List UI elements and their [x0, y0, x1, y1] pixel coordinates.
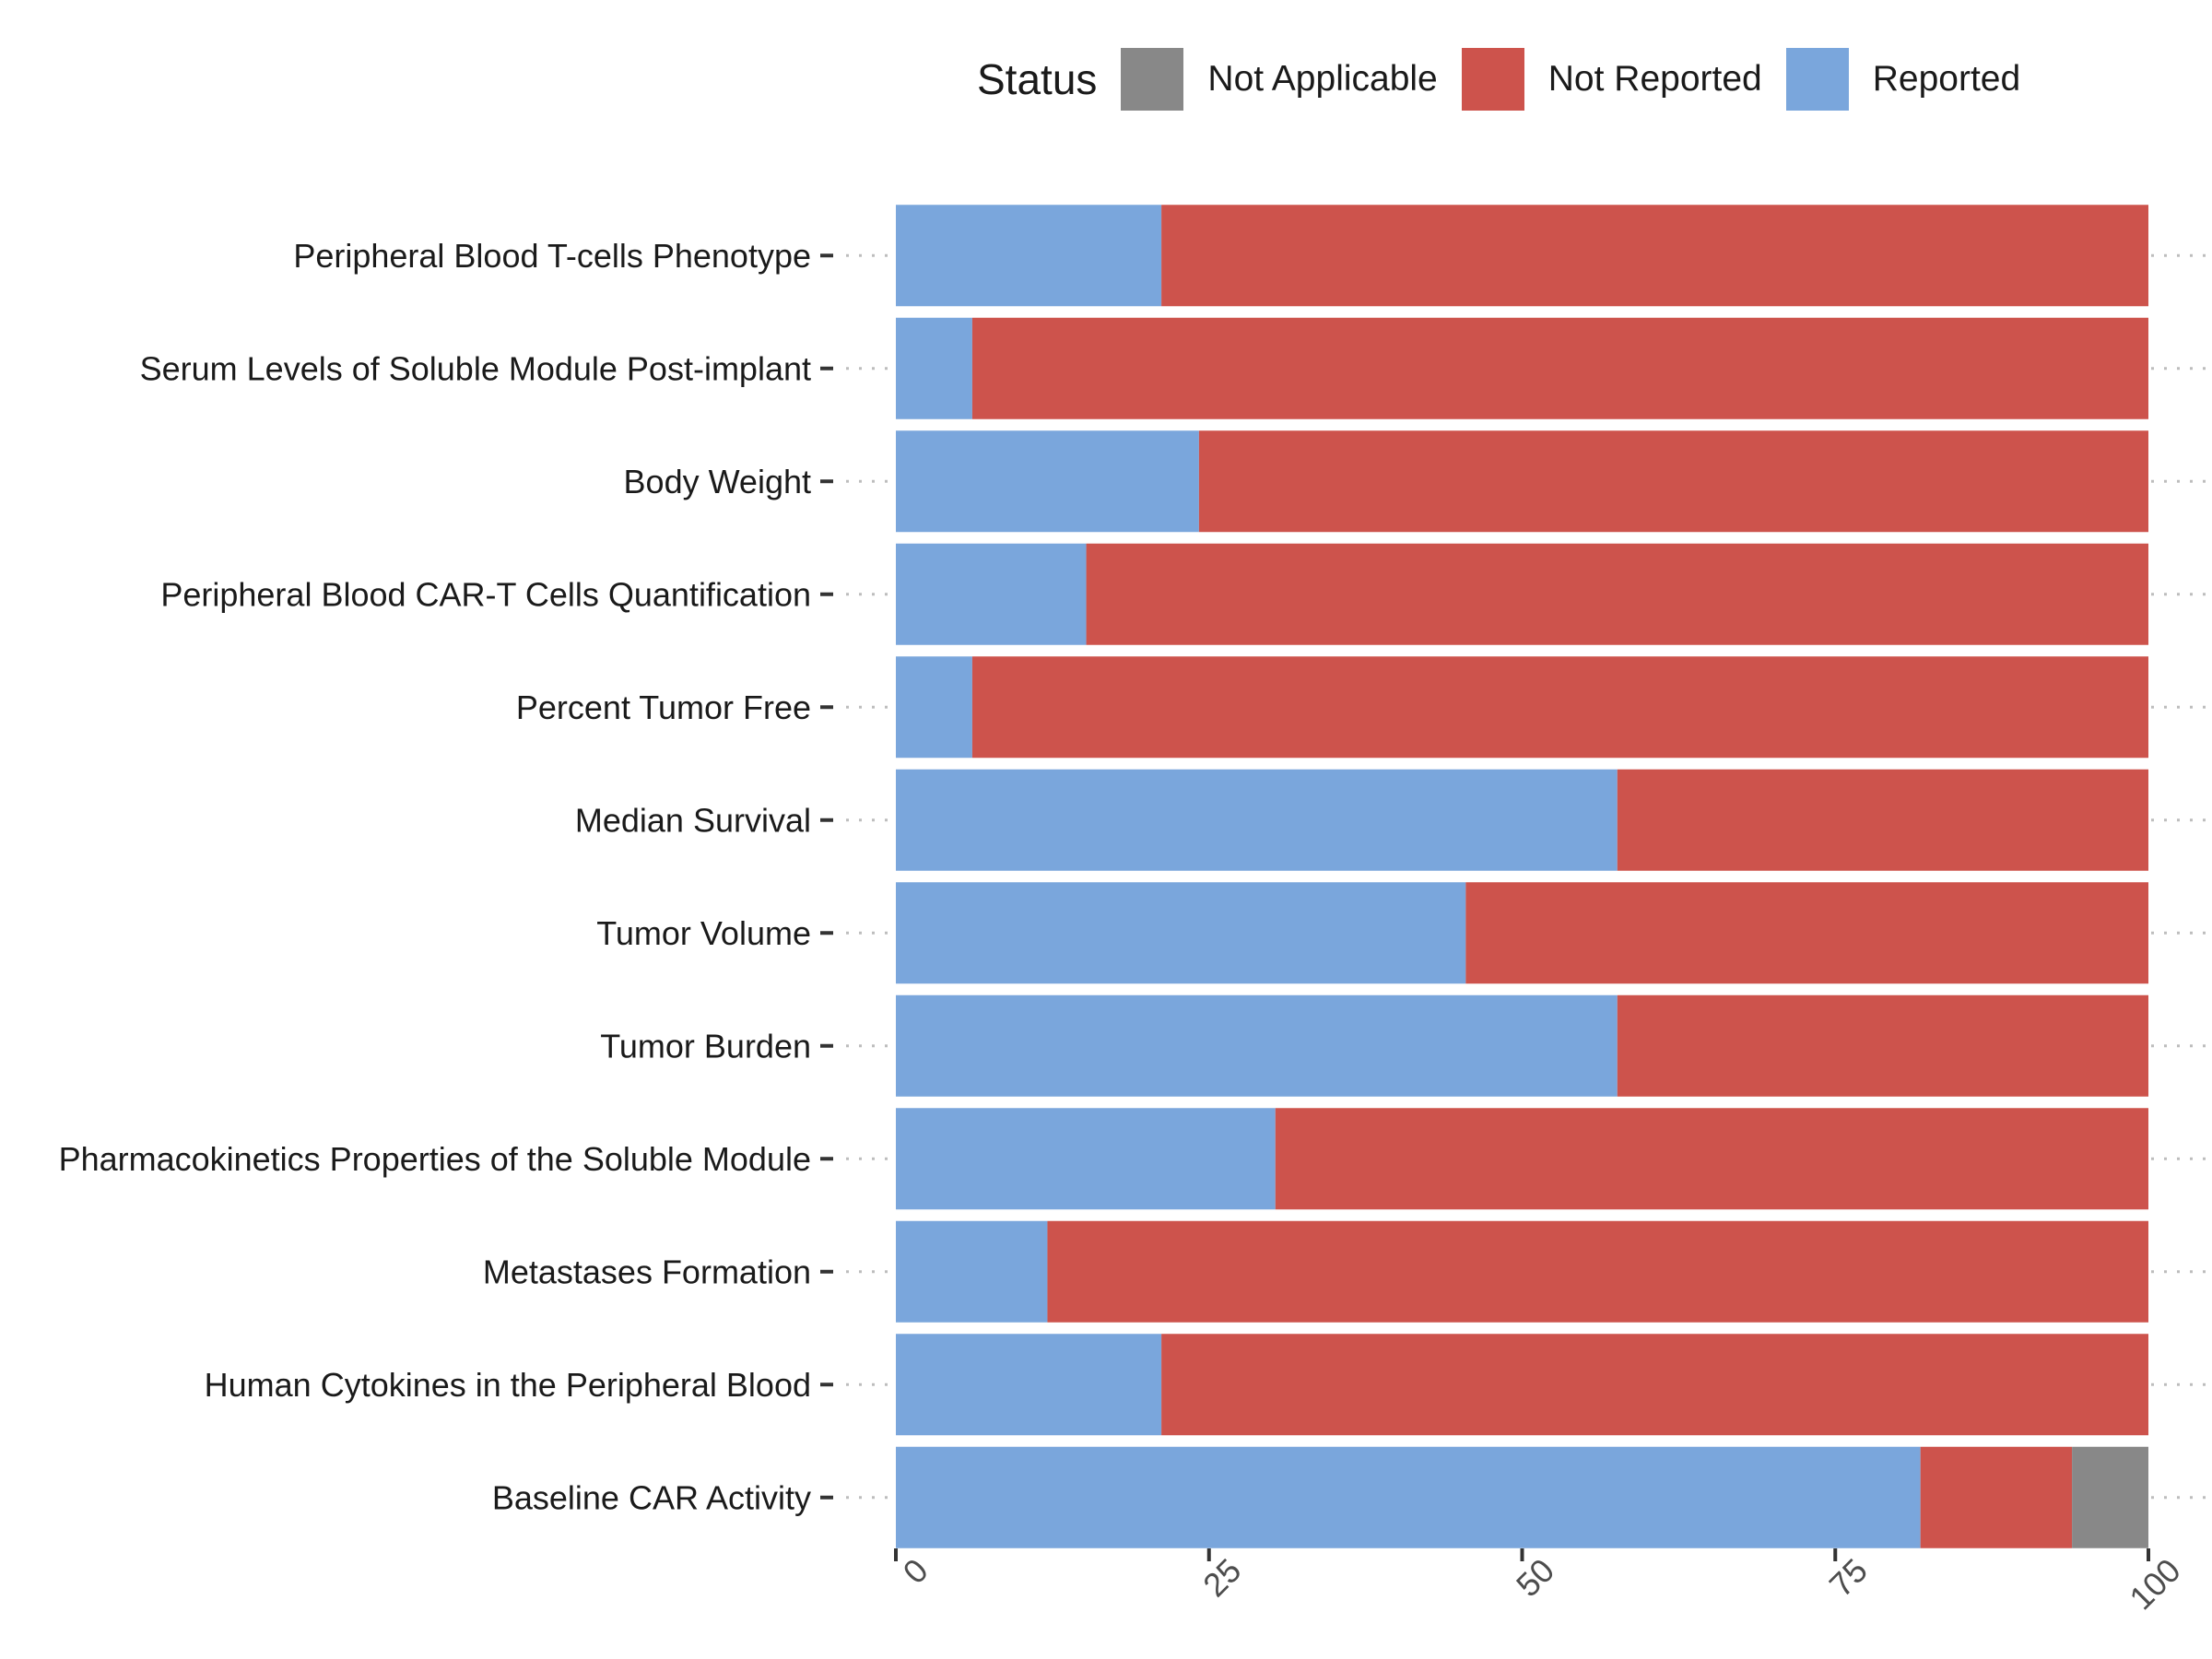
bar-not-reported-body-weight	[1198, 430, 2148, 533]
bar-series	[896, 205, 2148, 1548]
x-tick-label-50: 50	[1509, 1551, 1561, 1604]
category-labels: Peripheral Blood T-cells Phenotype Serum …	[59, 237, 833, 1516]
category-label-serum-levels-of-soluble-module-post-implant: Serum Levels of Soluble Module Post-impl…	[140, 349, 811, 387]
bar-reported-median-survival	[896, 769, 1618, 871]
category-label-baseline-car-activity: Baseline CAR Activity	[492, 1478, 811, 1516]
bar-reported-tumor-volume	[896, 882, 1466, 984]
bar-reported-human-cytokines-in-the-peripheral-blood	[896, 1334, 1162, 1436]
bar-not-reported-baseline-car-activity	[1920, 1446, 2073, 1548]
x-axis: 0 25 50 75 100	[894, 1548, 2188, 1617]
bar-reported-serum-levels-of-soluble-module-post-implant	[896, 317, 972, 419]
bar-not-reported-median-survival	[1617, 769, 2148, 871]
category-label-tumor-volume: Tumor Volume	[596, 914, 811, 952]
bar-not-reported-tumor-burden	[1617, 994, 2148, 1097]
bar-not-reported-human-cytokines-in-the-peripheral-blood	[1161, 1334, 2148, 1436]
category-label-peripheral-blood-t-cells-phenotype: Peripheral Blood T-cells Phenotype	[293, 237, 811, 275]
category-label-body-weight: Body Weight	[624, 463, 811, 500]
legend-swatch-not-reported	[1461, 48, 1524, 111]
legend: Status Not Applicable Not Reported Repor…	[977, 46, 2044, 112]
legend-title: Status	[977, 55, 1098, 103]
bar-not-reported-peripheral-blood-car-t-cells-quantification	[1086, 543, 2148, 645]
x-tick-label-0: 0	[896, 1551, 935, 1591]
bar-reported-peripheral-blood-car-t-cells-quantification	[896, 543, 1087, 645]
category-label-pharmacokinetics-properties-of-the-soluble-module: Pharmacokinetics Properties of the Solub…	[59, 1140, 811, 1178]
category-label-human-cytokines-in-the-peripheral-blood: Human Cytokines in the Peripheral Blood	[205, 1366, 811, 1404]
category-label-percent-tumor-free: Percent Tumor Free	[516, 688, 811, 726]
bar-reported-tumor-burden	[896, 994, 1618, 1097]
bar-not-reported-percent-tumor-free	[971, 656, 2148, 759]
bar-not-reported-metastases-formation	[1047, 1220, 2148, 1323]
bar-not-reported-peripheral-blood-t-cells-phenotype	[1161, 205, 2148, 307]
bar-not-reported-serum-levels-of-soluble-module-post-implant	[971, 317, 2148, 419]
bar-not-applicable-baseline-car-activity	[2072, 1446, 2148, 1548]
legend-item-reported: Reported	[1785, 48, 2021, 111]
bar-reported-percent-tumor-free	[896, 656, 972, 759]
bar-not-reported-tumor-volume	[1465, 882, 2148, 984]
x-tick-label-100: 100	[2122, 1551, 2187, 1617]
legend-swatch-not-applicable	[1121, 48, 1184, 111]
bar-reported-baseline-car-activity	[896, 1446, 1921, 1548]
bar-not-reported-pharmacokinetics-properties-of-the-soluble-module	[1275, 1108, 2148, 1210]
x-tick-label-75: 75	[1822, 1551, 1875, 1604]
legend-label-not-reported: Not Reported	[1547, 59, 1762, 99]
category-label-peripheral-blood-car-t-cells-quantification: Peripheral Blood CAR-T Cells Quantificat…	[160, 575, 811, 613]
legend-label-reported: Reported	[1872, 59, 2021, 99]
bar-reported-pharmacokinetics-properties-of-the-soluble-module	[896, 1108, 1276, 1210]
category-label-tumor-burden: Tumor Burden	[600, 1027, 811, 1065]
bar-reported-metastases-formation	[896, 1220, 1048, 1323]
legend-label-not-applicable: Not Applicable	[1207, 59, 1438, 99]
legend-item-not-reported: Not Reported	[1461, 48, 1762, 111]
legend-swatch-reported	[1785, 48, 1849, 111]
bar-reported-body-weight	[896, 430, 1199, 533]
category-label-metastases-formation: Metastases Formation	[483, 1253, 811, 1290]
bar-reported-peripheral-blood-t-cells-phenotype	[896, 205, 1162, 307]
x-tick-label-25: 25	[1195, 1551, 1248, 1604]
legend-item-not-applicable: Not Applicable	[1121, 48, 1438, 111]
category-label-median-survival: Median Survival	[575, 801, 811, 839]
